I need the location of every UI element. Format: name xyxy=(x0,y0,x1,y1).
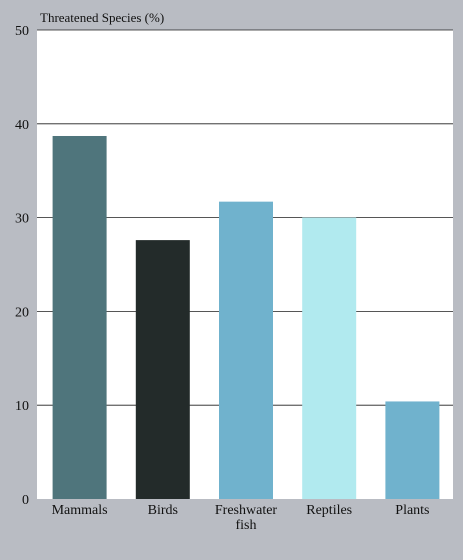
y-axis-label: Threatened Species (%) xyxy=(40,10,164,25)
x-category-label: Birds xyxy=(148,503,178,518)
y-tick-label: 50 xyxy=(15,24,29,39)
bar-birds xyxy=(135,240,190,499)
bar-plants xyxy=(385,401,440,499)
y-tick-label: 40 xyxy=(15,118,29,133)
x-category-label: Reptiles xyxy=(306,503,352,518)
x-category-label: Freshwater fish xyxy=(215,503,278,533)
y-axis-tick-labels: 0 10 20 30 40 50 xyxy=(15,24,29,508)
x-category-label: Mammals xyxy=(52,503,108,518)
bar-freshwater-fish xyxy=(219,201,273,500)
y-tick-label: 0 xyxy=(22,493,29,508)
y-tick-label: 30 xyxy=(15,212,29,227)
x-axis-category-labels: Mammals Birds Freshwater fish Reptiles Plants xyxy=(52,503,430,533)
bars xyxy=(52,135,440,500)
y-tick-label: 10 xyxy=(15,399,29,414)
x-category-label: Plants xyxy=(395,503,429,518)
bar-mammals xyxy=(52,135,107,499)
y-tick-label: 20 xyxy=(15,305,29,320)
bar-reptiles xyxy=(302,217,357,499)
